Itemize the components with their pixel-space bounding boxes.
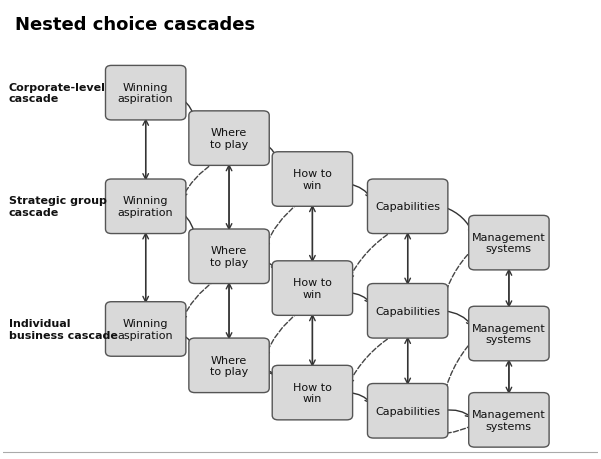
- FancyBboxPatch shape: [106, 66, 186, 121]
- Text: Nested choice cascades: Nested choice cascades: [14, 17, 255, 34]
- Text: Winning
aspiration: Winning aspiration: [118, 319, 174, 340]
- Text: How to
win: How to win: [293, 278, 332, 299]
- Text: Strategic group
cascade: Strategic group cascade: [9, 196, 106, 218]
- FancyBboxPatch shape: [367, 384, 448, 438]
- FancyBboxPatch shape: [189, 338, 269, 393]
- Text: Capabilities: Capabilities: [375, 202, 440, 212]
- Text: Corporate-level
cascade: Corporate-level cascade: [9, 83, 106, 104]
- FancyBboxPatch shape: [367, 284, 448, 338]
- Text: Capabilities: Capabilities: [375, 406, 440, 416]
- Text: Where
to play: Where to play: [210, 128, 248, 150]
- Text: Management
systems: Management systems: [472, 323, 546, 345]
- FancyBboxPatch shape: [189, 112, 269, 166]
- Text: Management
systems: Management systems: [472, 232, 546, 254]
- Text: Individual
business cascade: Individual business cascade: [9, 319, 118, 340]
- Text: Management
systems: Management systems: [472, 409, 546, 431]
- FancyBboxPatch shape: [469, 307, 549, 361]
- Text: Where
to play: Where to play: [210, 246, 248, 268]
- FancyBboxPatch shape: [272, 365, 353, 420]
- Text: How to
win: How to win: [293, 169, 332, 190]
- FancyBboxPatch shape: [272, 261, 353, 316]
- FancyBboxPatch shape: [469, 393, 549, 447]
- Text: Winning
aspiration: Winning aspiration: [118, 83, 174, 104]
- Text: How to
win: How to win: [293, 382, 332, 403]
- FancyBboxPatch shape: [106, 179, 186, 234]
- FancyBboxPatch shape: [367, 179, 448, 234]
- FancyBboxPatch shape: [469, 216, 549, 270]
- Text: Where
to play: Where to play: [210, 355, 248, 376]
- Text: Winning
aspiration: Winning aspiration: [118, 196, 174, 218]
- FancyBboxPatch shape: [272, 152, 353, 207]
- FancyBboxPatch shape: [189, 230, 269, 284]
- FancyBboxPatch shape: [106, 302, 186, 357]
- Text: Capabilities: Capabilities: [375, 306, 440, 316]
